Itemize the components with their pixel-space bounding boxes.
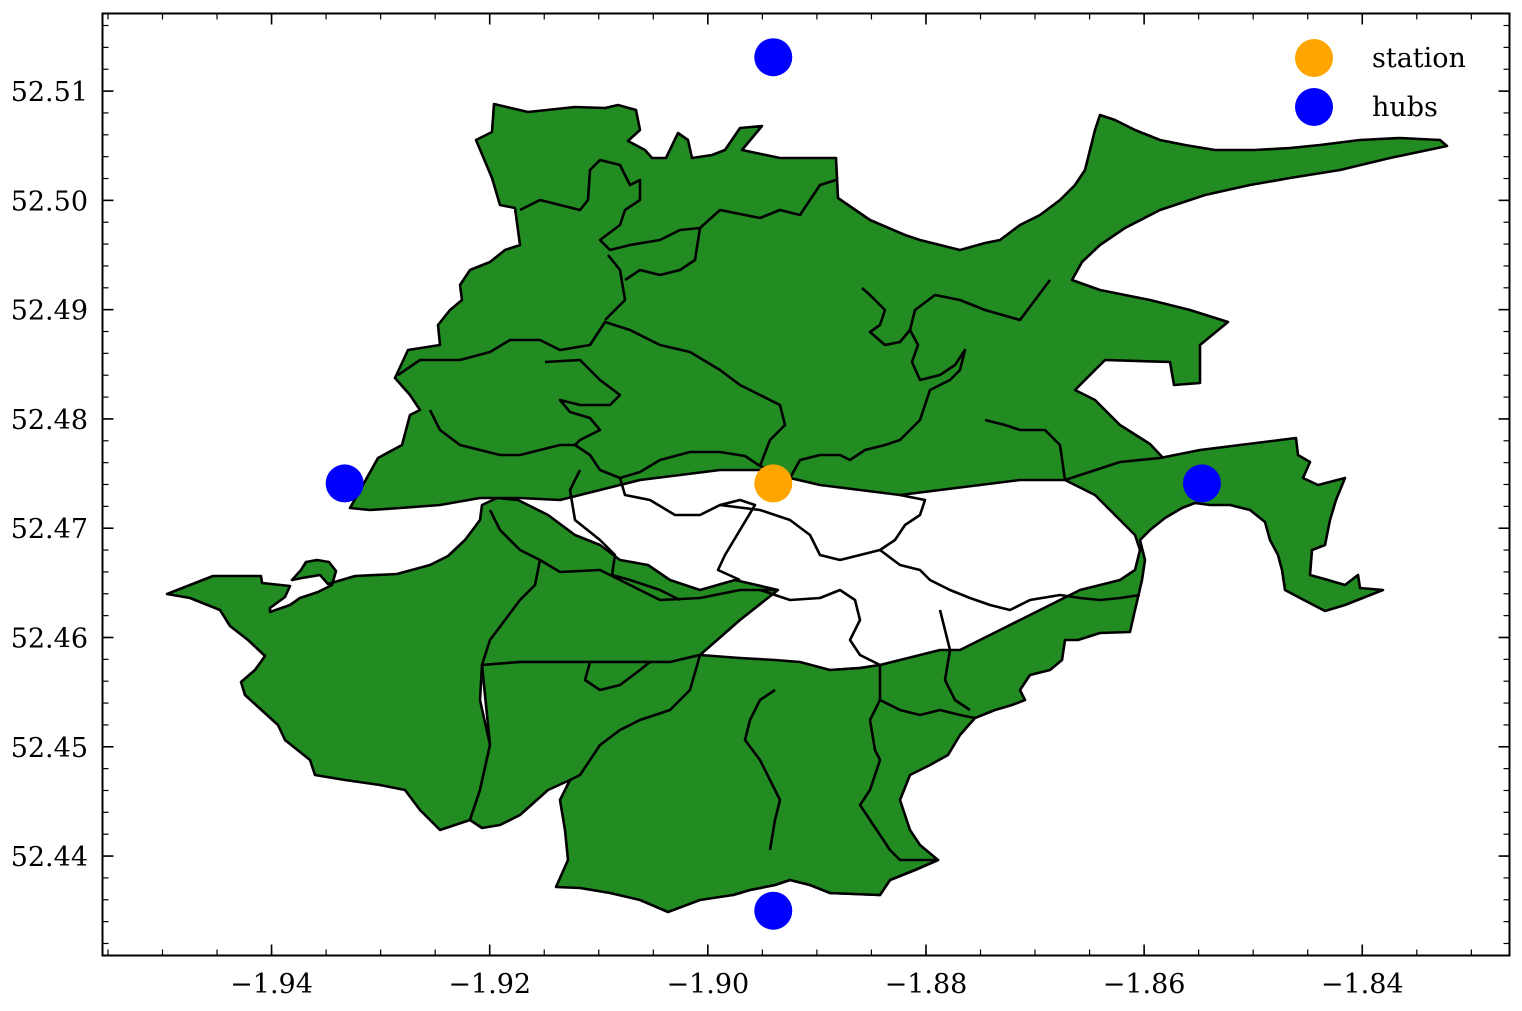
y-tick-label: 52.45 [11,733,88,764]
y-tick-label: 52.50 [11,186,88,217]
y-tick-label: 52.49 [11,296,88,327]
ward-west [165,496,780,832]
legend-marker-hubs [1295,88,1333,126]
x-axis: −1.94 −1.92 −1.90 −1.88 −1.86 −1.84 [107,13,1472,1000]
x-tick-label: −1.92 [448,969,531,1000]
hubs-point [325,464,364,503]
hubs-point [1182,464,1221,503]
x-tick-label: −1.88 [885,969,968,1000]
y-tick-label: 52.47 [11,514,88,545]
hubs-point [754,38,793,77]
y-tick-label: 52.48 [11,405,88,436]
y-tick-label: 52.44 [11,842,88,873]
station-point [754,464,793,503]
ward-east [720,436,1385,897]
y-axis: 52.44 52.45 52.46 52.47 52.48 52.49 52.50 52.51 [11,24,1510,945]
y-tick-label: 52.51 [11,77,88,108]
x-tick-label: −1.86 [1103,969,1186,1000]
scatter-points [325,38,1221,930]
legend: station hubs [1295,39,1466,126]
hubs-point [754,891,793,930]
ward-south [468,653,940,914]
x-tick-label: −1.84 [1321,969,1404,1000]
legend-marker-station [1295,39,1333,77]
legend-label-station: station [1372,43,1466,74]
y-tick-label: 52.46 [11,623,88,654]
x-tick-label: −1.94 [230,969,313,1000]
ward-boundaries [397,158,1141,851]
ward-map [165,102,1449,914]
x-tick-label: −1.90 [666,969,749,1000]
legend-label-hubs: hubs [1372,92,1438,123]
